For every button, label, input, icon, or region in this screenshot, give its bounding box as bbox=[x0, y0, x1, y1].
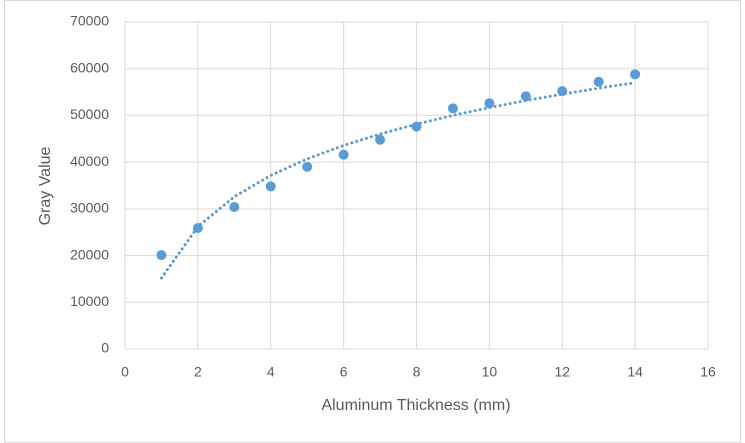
y-tick-label: 0 bbox=[101, 340, 109, 356]
data-point bbox=[229, 201, 240, 212]
data-point bbox=[447, 103, 458, 114]
x-tick-label: 0 bbox=[121, 364, 129, 380]
x-tick-label: 2 bbox=[194, 364, 202, 380]
data-point bbox=[156, 250, 167, 261]
x-axis-title: Aluminum Thickness (mm) bbox=[321, 397, 510, 414]
trendline bbox=[159, 81, 637, 280]
y-tick-label: 60000 bbox=[70, 59, 109, 75]
data-point bbox=[484, 98, 495, 109]
y-axis-title: Gray Value bbox=[37, 146, 54, 225]
y-tick-label: 40000 bbox=[70, 153, 109, 169]
y-tick-label: 20000 bbox=[70, 246, 109, 262]
x-tick-label: 14 bbox=[627, 364, 643, 380]
y-tick-label: 10000 bbox=[70, 293, 109, 309]
data-point bbox=[520, 91, 531, 102]
data-point bbox=[338, 149, 349, 160]
x-tick-label: 16 bbox=[700, 364, 716, 380]
y-tick-label: 30000 bbox=[70, 200, 109, 216]
data-point bbox=[302, 161, 313, 172]
data-point bbox=[265, 181, 276, 192]
x-tick-label: 8 bbox=[413, 364, 421, 380]
data-point bbox=[630, 69, 641, 80]
x-tick-label: 6 bbox=[340, 364, 348, 380]
x-tick-label: 10 bbox=[482, 364, 498, 380]
x-tick-label: 4 bbox=[267, 364, 275, 380]
y-tick-label: 50000 bbox=[70, 106, 109, 122]
data-point bbox=[593, 76, 604, 87]
x-tick-label: 12 bbox=[554, 364, 570, 380]
y-tick-label: 70000 bbox=[70, 13, 109, 29]
data-point bbox=[375, 134, 386, 145]
